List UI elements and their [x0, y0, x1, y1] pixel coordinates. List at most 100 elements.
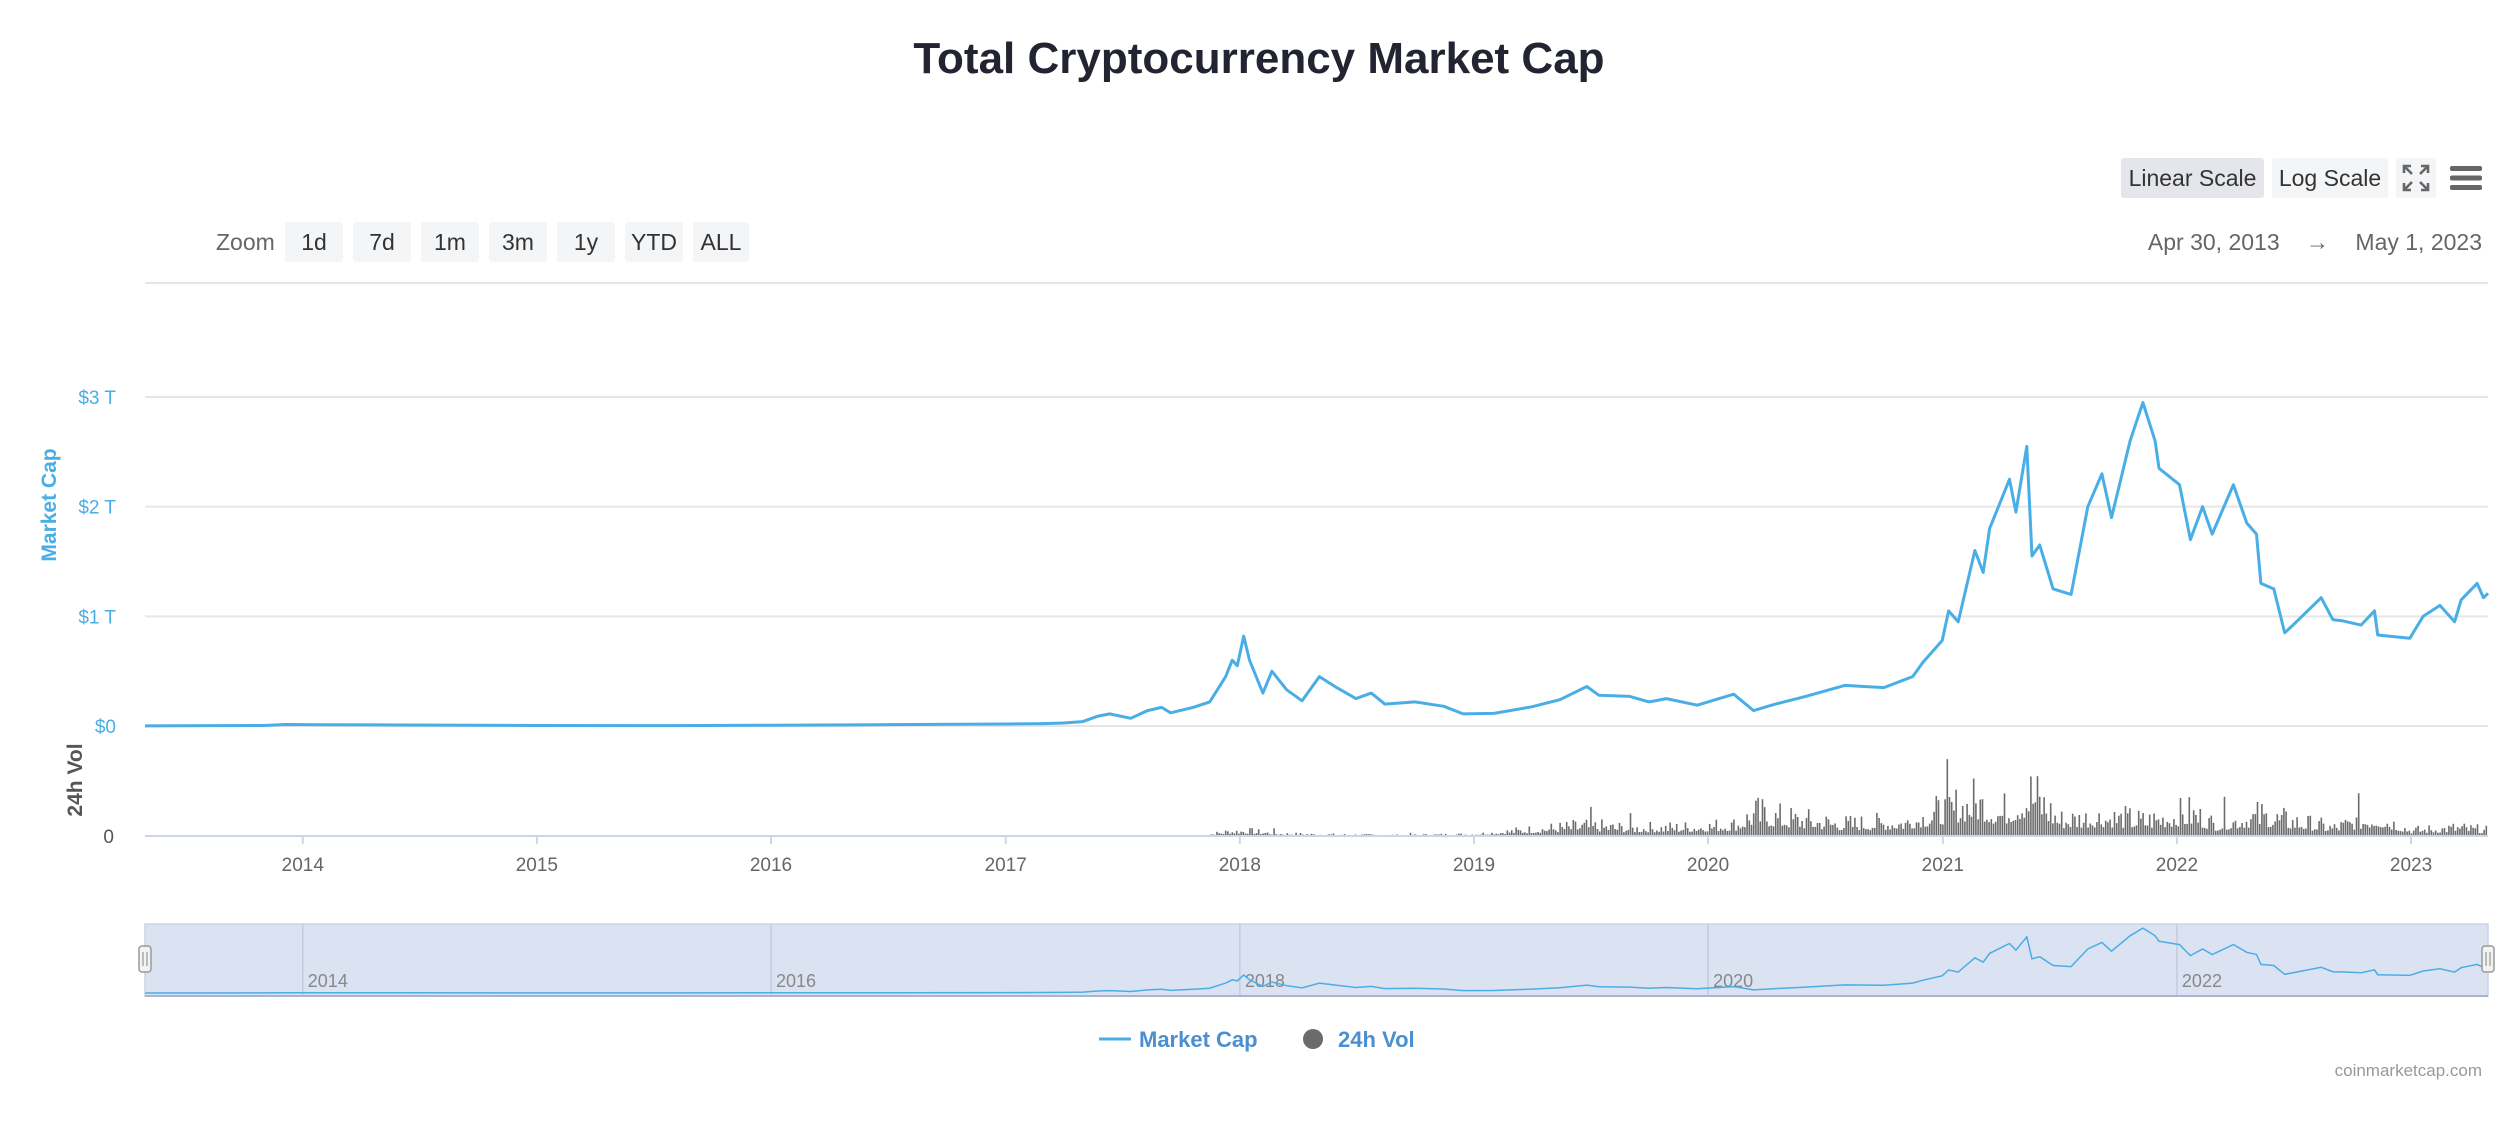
y-tick-label: $1 T [78, 607, 116, 628]
volume-bar [1629, 813, 1632, 836]
zoom-all-button[interactable]: ALL [693, 222, 749, 262]
volume-bar [2065, 822, 2067, 836]
volume-bar [1616, 829, 1619, 836]
volume-bar [1482, 832, 1484, 836]
zoom-1d-button[interactable]: 1d [285, 222, 343, 262]
volume-bar [1251, 828, 1253, 836]
volume-bar [1748, 820, 1751, 836]
volume-bar [2335, 827, 2338, 836]
volume-bar [2415, 827, 2417, 836]
volume-bar [2476, 824, 2479, 836]
volume-bar [1781, 825, 1784, 836]
volume-bar [1614, 829, 1616, 836]
volume-bar [1517, 829, 1520, 836]
legend-item-volume[interactable]: 24h Vol [1303, 1027, 1415, 1052]
navigator-background[interactable] [144, 923, 2489, 997]
fullscreen-button[interactable] [2396, 158, 2436, 198]
volume-bar [2177, 826, 2180, 836]
volume-bar [1992, 823, 1995, 836]
volume-bar [1944, 799, 1946, 836]
volume-bar [2318, 821, 2320, 836]
zoom-ytd-button[interactable]: YTD [625, 222, 683, 262]
x-tick-label: 2020 [1687, 855, 1729, 876]
volume-bar [1961, 805, 1964, 836]
volume-bar [1737, 825, 1740, 836]
volume-bar [1988, 822, 1990, 836]
y-tick-label: $3 T [78, 388, 116, 409]
volume-bar [1801, 821, 1803, 836]
volume-bar [2357, 793, 2360, 836]
fullscreen-icon [2402, 164, 2430, 192]
volume-bar [2155, 820, 2158, 836]
volume-bar [2113, 812, 2116, 836]
volume-bar [2382, 827, 2384, 836]
volume-bar [1499, 833, 1502, 836]
volume-bar [2355, 817, 2358, 836]
volume-bar [1862, 828, 1865, 836]
volume-bar [1768, 826, 1770, 836]
volume-bar [2439, 832, 2441, 836]
date-range-from[interactable]: Apr 30, 2013 [2147, 229, 2280, 255]
volume-bar [1521, 832, 1524, 836]
volume-bar [2428, 825, 2430, 836]
volume-bar [2192, 810, 2195, 836]
volume-bar [1920, 827, 1922, 836]
log-scale-button[interactable]: Log Scale [2272, 158, 2388, 198]
credit-link[interactable]: coinmarketcap.com [2334, 1061, 2482, 1080]
volume-bar [1686, 828, 1689, 836]
volume-bar [1647, 832, 1649, 836]
volume-bar [2309, 815, 2312, 836]
zoom-1y-button[interactable]: 1y [557, 222, 615, 262]
volume-bar [2320, 817, 2323, 836]
legend-item-market-cap[interactable]: Market Cap [1099, 1027, 1258, 1052]
volume-bar [2206, 828, 2208, 836]
zoom-1m-button[interactable]: 1m [421, 222, 479, 262]
volume-bar [2294, 827, 2296, 836]
volume-bar [1827, 819, 1830, 836]
volume-bar [1526, 833, 1528, 836]
volume-bar [1583, 822, 1586, 836]
volume-bar [2005, 823, 2008, 836]
zoom-7d-button[interactable]: 7d [353, 222, 411, 262]
legend-symbol-volume [1303, 1029, 1323, 1049]
volume-bar [1444, 833, 1447, 836]
volume-bar [2340, 822, 2342, 836]
volume-bar [1851, 827, 1854, 836]
volume-bar [2353, 829, 2356, 836]
volume-bar [2120, 813, 2122, 836]
volume-bar [2052, 823, 2054, 836]
volume-bar [1972, 778, 1975, 836]
volume-bar [2412, 830, 2415, 836]
volume-bar [2144, 825, 2147, 836]
navigator-handle-left[interactable] [138, 945, 152, 973]
volume-bar [1620, 826, 1623, 836]
volume-bar [2379, 827, 2382, 836]
volume-bar [2316, 829, 2318, 836]
navigator-handle-right[interactable] [2481, 945, 2495, 973]
volume-bar [2430, 830, 2433, 836]
volume-bar [1715, 819, 1718, 836]
volume-bar [1618, 823, 1621, 836]
volume-bar [1812, 826, 1814, 836]
volume-bar [1669, 822, 1671, 836]
volume-bar [1631, 827, 1634, 836]
volume-bar [2423, 829, 2426, 836]
volume-bar [1794, 813, 1797, 836]
volume-bar [2140, 818, 2142, 836]
volume-bar [2151, 827, 2153, 836]
volume-bar [1581, 824, 1583, 836]
volume-bar [1805, 817, 1808, 836]
linear-scale-button[interactable]: Linear Scale [2121, 158, 2264, 198]
chart-menu-button[interactable] [2444, 158, 2488, 198]
volume-bar [1955, 789, 1957, 836]
volume-bar [1829, 824, 1832, 836]
volume-bar [1814, 826, 1817, 836]
volume-bar [1860, 816, 1863, 836]
volume-bar [2481, 833, 2483, 836]
zoom-3m-button[interactable]: 3m [489, 222, 547, 262]
volume-bar [2118, 815, 2120, 836]
navigator-tick-label: 2016 [776, 971, 816, 991]
volume-bar [2298, 827, 2301, 836]
volume-bar [2388, 826, 2391, 836]
date-range-to[interactable]: May 1, 2023 [2355, 229, 2482, 255]
